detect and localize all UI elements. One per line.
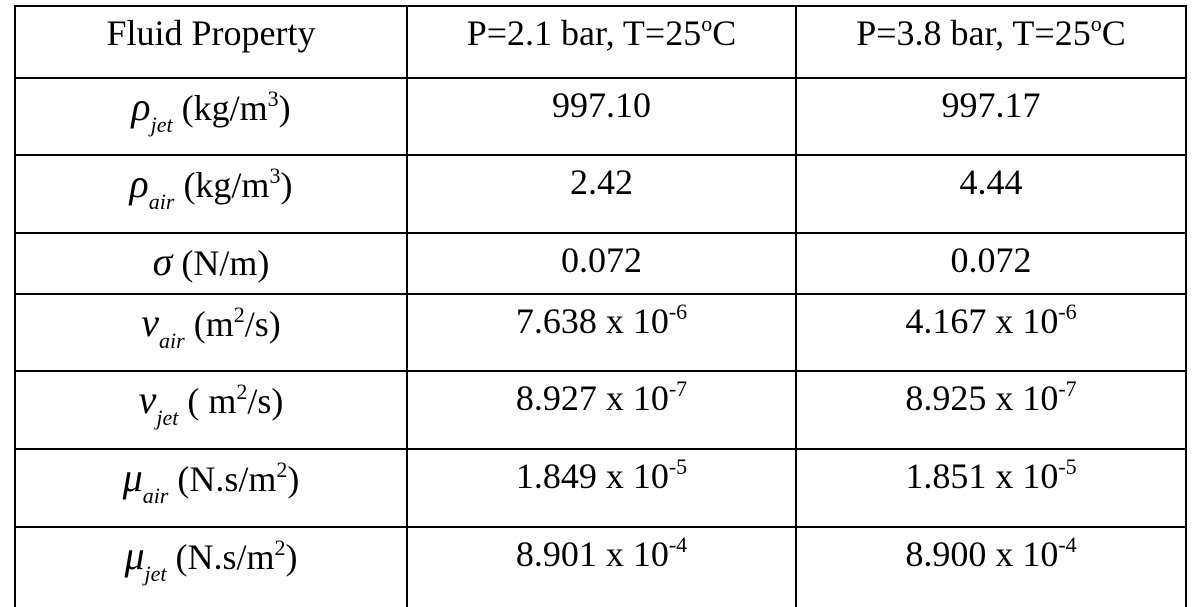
value: 1.851 x 10 <box>905 456 1059 496</box>
value: 8.900 x 10 <box>905 534 1059 574</box>
degree-sup: o <box>1090 11 1102 36</box>
header-row: Fluid Property P=2.1 bar, T=25oC P=3.8 b… <box>14 5 1187 79</box>
value-cell: 997.10 <box>406 77 797 156</box>
value-cell: 8.901 x 10-4 <box>406 526 797 607</box>
value-exponent: -7 <box>1058 376 1077 401</box>
property-cell: νjet ( m2/s) <box>14 370 408 450</box>
property-symbol: ρ <box>129 161 149 206</box>
value: 8.901 x 10 <box>515 534 669 574</box>
value: 0.072 <box>950 240 1032 280</box>
property-unit-end: /s) <box>244 304 281 344</box>
value: 2.42 <box>570 162 633 202</box>
value: 8.925 x 10 <box>905 378 1059 418</box>
unit-exponent: 2 <box>274 535 286 560</box>
header-unit: C <box>712 13 737 53</box>
value-exponent: -4 <box>1058 532 1077 557</box>
property-subscript: jet <box>144 561 167 586</box>
property-unit-end: ) <box>278 88 291 128</box>
property-unit: (m <box>184 304 234 344</box>
value-cell: 8.927 x 10-7 <box>406 370 797 450</box>
unit-exponent: 3 <box>267 86 279 111</box>
value-exponent: -6 <box>1058 299 1077 324</box>
header-text: P=2.1 bar, T=25 <box>466 13 702 53</box>
property-symbol: ρ <box>131 84 151 129</box>
property-cell: σ (N/m) <box>14 232 408 295</box>
property-unit: ( m <box>178 381 237 421</box>
header-text: Fluid Property <box>106 13 316 53</box>
header-text: P=3.8 bar, T=25 <box>856 13 1091 53</box>
property-subscript: air <box>159 328 185 353</box>
value: 8.927 x 10 <box>515 378 669 418</box>
property-symbol: ν <box>141 300 160 345</box>
value-cell: 1.851 x 10-5 <box>795 448 1187 528</box>
property-cell: ρair (kg/m3) <box>14 154 408 234</box>
value-cell: 1.849 x 10-5 <box>406 448 797 528</box>
value-cell: 0.072 <box>406 232 797 295</box>
unit-exponent: 2 <box>276 457 288 482</box>
value-cell: 4.167 x 10-6 <box>795 293 1187 372</box>
table-row: μair (N.s/m2) 1.849 x 10-5 1.851 x 10-5 <box>14 448 1187 528</box>
value-exponent: -6 <box>668 299 688 324</box>
value-cell: 997.17 <box>795 77 1187 156</box>
property-unit: (N/m) <box>172 243 270 283</box>
value-exponent: -4 <box>668 532 688 557</box>
property-unit-end: ) <box>285 537 298 577</box>
value: 7.638 x 10 <box>515 301 669 341</box>
property-unit: (N.s/m <box>166 537 275 577</box>
table-row: νair (m2/s) 7.638 x 10-6 4.167 x 10-6 <box>14 293 1187 372</box>
property-cell: μair (N.s/m2) <box>14 448 408 528</box>
property-unit: (kg/m <box>172 88 268 128</box>
property-unit: (N.s/m <box>168 459 277 499</box>
property-symbol: μ <box>122 455 143 500</box>
value: 1.849 x 10 <box>515 456 669 496</box>
property-cell: μjet (N.s/m2) <box>14 526 408 607</box>
property-cell: ρjet (kg/m3) <box>14 77 408 156</box>
degree-sup: o <box>701 11 713 36</box>
header-unit: C <box>1101 13 1126 53</box>
value-exponent: -5 <box>1058 454 1077 479</box>
table-row: ρair (kg/m3) 2.42 4.44 <box>14 154 1187 234</box>
table-row: νjet ( m2/s) 8.927 x 10-7 8.925 x 10-7 <box>14 370 1187 450</box>
value: 4.44 <box>959 162 1023 202</box>
header-cell: Fluid Property <box>14 5 408 79</box>
header-cell: P=2.1 bar, T=25oC <box>406 5 797 79</box>
value-cell: 0.072 <box>795 232 1187 295</box>
property-subscript: air <box>142 483 169 508</box>
value: 997.17 <box>941 85 1041 125</box>
unit-exponent: 2 <box>233 302 245 327</box>
value: 0.072 <box>561 240 642 280</box>
property-unit-end: /s) <box>247 381 284 421</box>
value-cell: 8.900 x 10-4 <box>795 526 1187 607</box>
table-row: ρjet (kg/m3) 997.10 997.17 <box>14 77 1187 156</box>
table-row: σ (N/m) 0.072 0.072 <box>14 232 1187 295</box>
property-subscript: air <box>148 189 175 214</box>
value: 997.10 <box>552 85 651 125</box>
value-cell: 4.44 <box>795 154 1187 234</box>
value-cell: 7.638 x 10-6 <box>406 293 797 372</box>
table-row: μjet (N.s/m2) 8.901 x 10-4 8.900 x 10-4 <box>14 526 1187 607</box>
property-unit-end: ) <box>287 459 300 499</box>
value-cell: 8.925 x 10-7 <box>795 370 1187 450</box>
property-symbol: ν <box>138 377 157 422</box>
value-exponent: -7 <box>668 376 688 401</box>
property-subscript: jet <box>156 405 179 430</box>
property-symbol: σ <box>152 239 173 284</box>
value-exponent: -5 <box>668 454 688 479</box>
property-unit: (kg/m <box>174 165 270 205</box>
value-cell: 2.42 <box>406 154 797 234</box>
property-symbol: μ <box>124 533 145 578</box>
property-subscript: jet <box>150 112 173 137</box>
fluid-properties-table: Fluid Property P=2.1 bar, T=25oC P=3.8 b… <box>14 5 1187 607</box>
header-cell: P=3.8 bar, T=25oC <box>795 5 1187 79</box>
value: 4.167 x 10 <box>905 301 1059 341</box>
property-cell: νair (m2/s) <box>14 293 408 372</box>
unit-exponent: 3 <box>269 163 281 188</box>
unit-exponent: 2 <box>236 379 248 404</box>
property-unit-end: ) <box>280 165 293 205</box>
